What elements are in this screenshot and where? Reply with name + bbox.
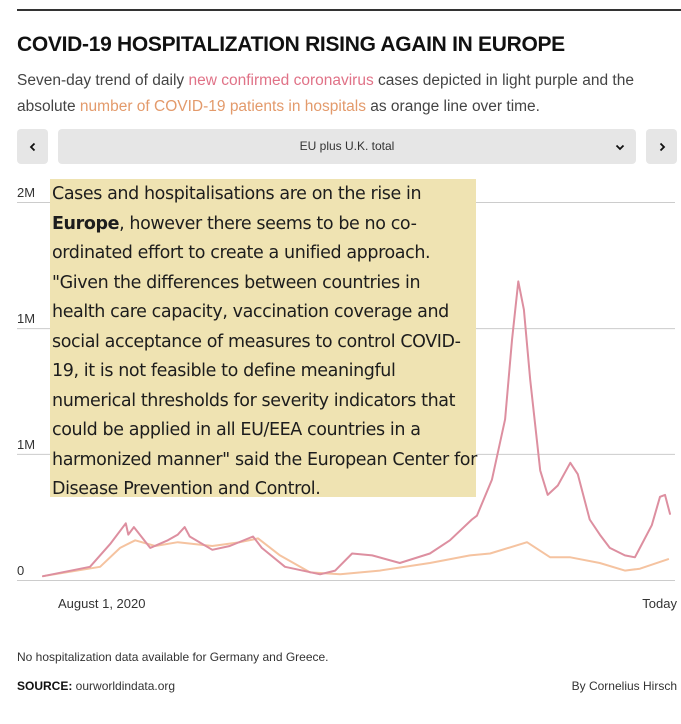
next-region-button[interactable] xyxy=(646,129,677,164)
subtitle-text-2: cases depicted in light purple and the a… xyxy=(17,72,634,115)
source-value: ourworldindata.org xyxy=(72,679,176,693)
previous-region-button[interactable] xyxy=(17,129,48,164)
annotation-bold-europe: Europe xyxy=(52,213,120,234)
annotation-text-1: Cases and hospitalisations are on the ri… xyxy=(52,184,422,204)
x-tick-label-start: August 1, 2020 xyxy=(58,596,146,611)
cases-line xyxy=(42,280,671,578)
series-lines xyxy=(42,280,671,578)
y-tick-label-1: 1M xyxy=(17,436,36,452)
byline: By Cornelius Hirsch xyxy=(571,679,677,693)
region-select-value: EU plus U.K. total xyxy=(299,139,395,153)
y-tick-label-3: 2M xyxy=(17,185,36,200)
source-line: SOURCE: ourworldindata.org xyxy=(17,679,175,693)
footnote: No hospitalization data available for Ge… xyxy=(17,650,329,664)
annotation-box xyxy=(50,179,476,497)
hospital-line xyxy=(42,537,670,578)
chart-subtitle: Seven-day trend of daily new confirmed c… xyxy=(17,68,677,120)
chevron-down-icon xyxy=(615,144,625,151)
region-select[interactable]: EU plus U.K. total xyxy=(58,129,636,164)
x-tick-label-end: Today xyxy=(642,596,677,611)
y-tick-label-2: 1M xyxy=(17,311,36,327)
cases-legend-text: new confirmed coronavirus xyxy=(188,72,374,89)
chevron-right-icon xyxy=(659,142,665,151)
annotation-text: Cases and hospitalisations are on the ri… xyxy=(52,180,478,505)
subtitle-text-1: Seven-day trend of daily xyxy=(17,72,189,89)
top-rule xyxy=(17,9,681,11)
annotation-text-2: , however there seems to be no co-ordina… xyxy=(52,213,477,500)
y-tick-label-0: 0 xyxy=(17,563,25,578)
source-label: SOURCE: xyxy=(17,679,73,693)
subtitle-text-3: as orange line over time. xyxy=(365,98,540,115)
chart-title: COVID-19 HOSPITALIZATION RISING AGAIN IN… xyxy=(17,33,565,56)
chevron-left-icon xyxy=(29,142,35,151)
hospital-legend-text: number of COVID-19 patients in hospitals xyxy=(79,98,366,115)
